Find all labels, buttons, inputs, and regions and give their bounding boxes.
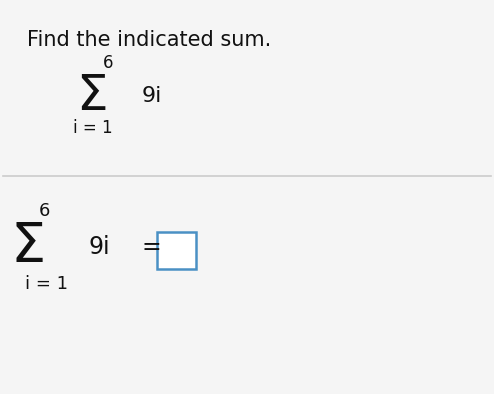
Text: i = 1: i = 1 [25,275,68,294]
Text: 6: 6 [39,202,50,219]
Text: 9i: 9i [142,86,163,106]
FancyBboxPatch shape [157,232,196,269]
Text: =: = [142,236,162,260]
Text: 6: 6 [103,54,113,72]
Text: Find the indicated sum.: Find the indicated sum. [27,30,271,50]
Text: $\Sigma$: $\Sigma$ [10,221,44,275]
Text: 9i: 9i [88,236,110,260]
Text: $\Sigma$: $\Sigma$ [76,72,106,120]
Text: i = 1: i = 1 [73,119,113,137]
